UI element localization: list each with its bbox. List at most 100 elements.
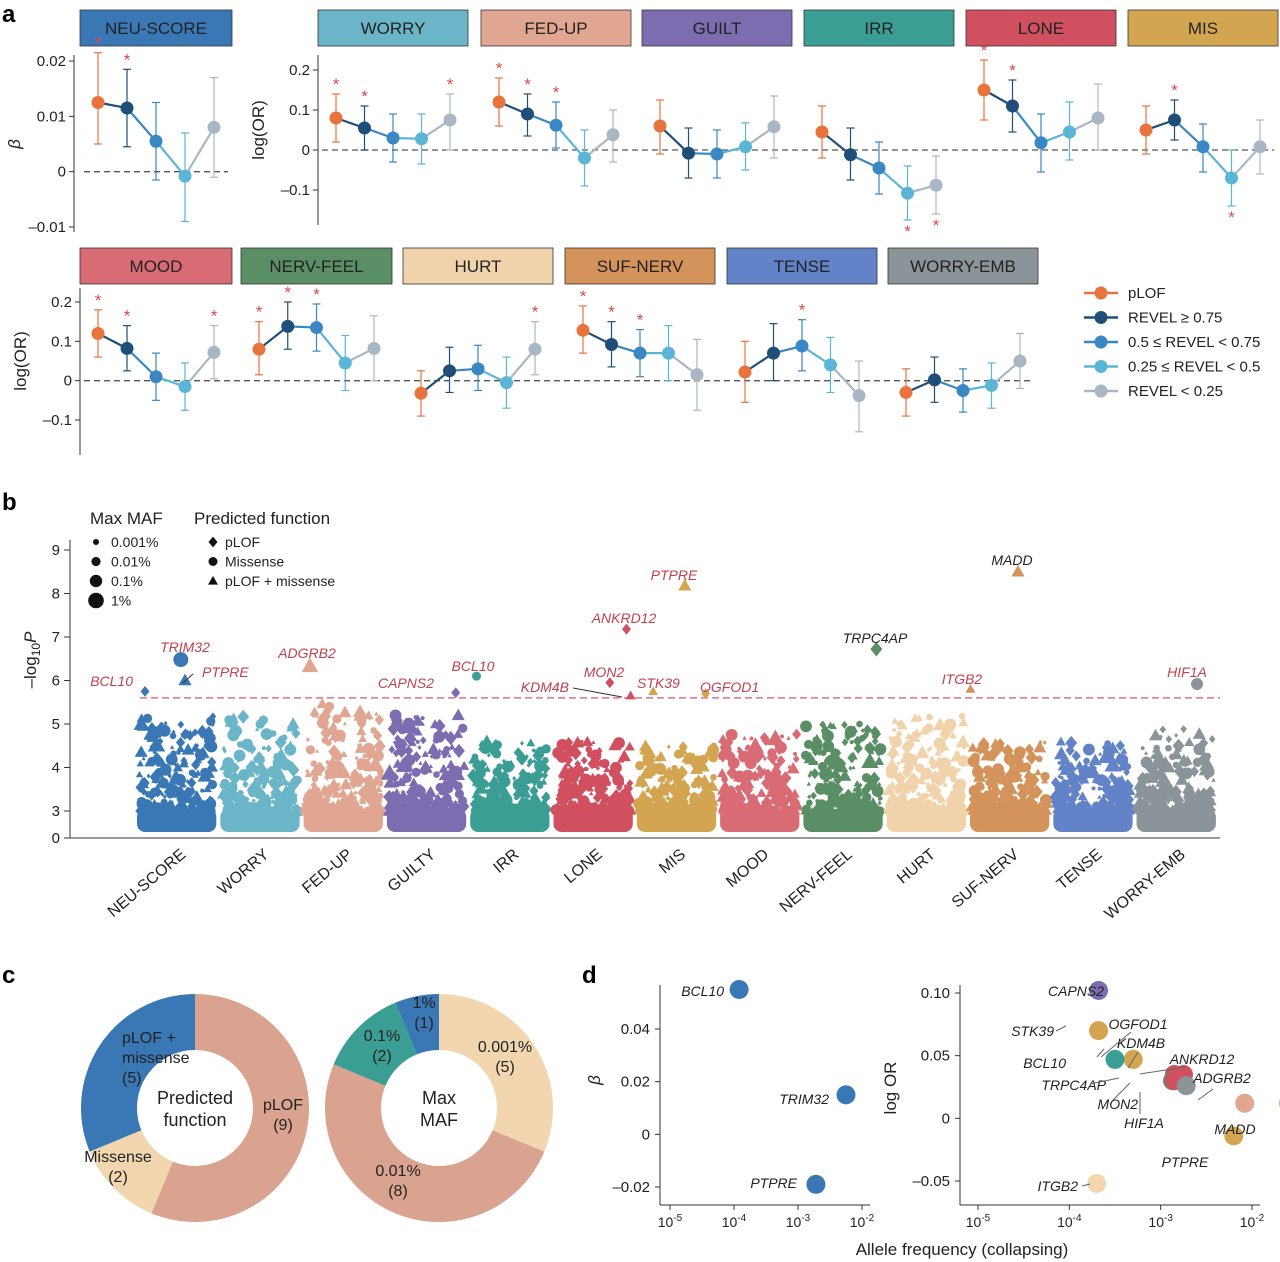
- manhattan-point: [894, 765, 899, 770]
- manhattan-point: [794, 807, 799, 813]
- manhattan-point: [579, 805, 584, 810]
- manhattan-point: [160, 792, 165, 797]
- trait-label-box: [726, 247, 878, 285]
- manhattan-point: [391, 790, 396, 796]
- data-point: [844, 148, 857, 162]
- significance-star: *: [124, 307, 131, 326]
- manhattan-point: [595, 797, 610, 811]
- manhattan-point: [498, 772, 506, 779]
- legend-marker: [93, 539, 99, 545]
- y-tick-label: –0.05: [912, 1173, 950, 1190]
- manhattan-point: [1004, 778, 1015, 788]
- manhattan-point: [331, 765, 338, 773]
- manhattan-point: [946, 795, 959, 808]
- manhattan-point: [1035, 799, 1050, 813]
- hit-marker: [678, 578, 692, 591]
- manhattan-point: [323, 807, 328, 813]
- manhattan-point: [1057, 760, 1062, 766]
- x-tick-label: GUILTY: [385, 846, 440, 896]
- manhattan-point: [138, 803, 148, 813]
- manhattan-point: [1036, 755, 1043, 763]
- hit-marker: [605, 677, 615, 689]
- manhattan-point: [228, 781, 238, 791]
- manhattan-point: [191, 791, 201, 800]
- legend-marker: [1094, 360, 1108, 373]
- manhattan-point: [789, 798, 800, 809]
- manhattan-point: [1103, 807, 1110, 815]
- manhattan-point: [532, 758, 537, 764]
- hit-label: MON2: [584, 664, 625, 680]
- manhattan-point: [267, 807, 272, 812]
- manhattan-point: [244, 764, 253, 772]
- scatter-point: [1089, 980, 1109, 1000]
- manhattan-point: [159, 763, 172, 776]
- data-point: [899, 385, 913, 399]
- manhattan-point: [152, 749, 157, 755]
- manhattan-point: [985, 788, 1001, 802]
- manhattan-point: [261, 746, 266, 751]
- y-tick-label: 0.2: [51, 294, 72, 311]
- manhattan-point: [322, 705, 332, 717]
- trait-group: NERV-FEEL * * *: [240, 247, 393, 392]
- manhattan-point: [826, 756, 841, 770]
- manhattan-point: [934, 756, 946, 771]
- manhattan-point: [650, 763, 661, 773]
- manhattan-point: [971, 796, 981, 805]
- trait-label: WORRY: [361, 19, 426, 38]
- manhattan-point: [682, 797, 690, 806]
- manhattan-point: [1161, 782, 1174, 795]
- trait-group: WORRY-EMB: [887, 247, 1039, 417]
- manhattan-point: [471, 789, 482, 799]
- data-point: [710, 147, 724, 161]
- donut-center-label: Predicted: [157, 1088, 233, 1108]
- point-label: CAPNS2: [1048, 983, 1104, 999]
- manhattan-point: [1204, 772, 1211, 781]
- point-label: TRPC4AP: [1041, 1077, 1106, 1093]
- donut-slice: [89, 1130, 173, 1214]
- manhattan-point: [257, 772, 270, 785]
- manhattan-point: [679, 747, 684, 752]
- manhattan-point: [427, 797, 433, 802]
- manhattan-point: [728, 732, 733, 737]
- manhattan-point: [808, 799, 813, 805]
- manhattan-point: [689, 792, 699, 802]
- manhattan-point: [162, 807, 170, 815]
- data-point: [956, 384, 970, 397]
- manhattan-point: [518, 768, 528, 780]
- hit-label: ADGRB2: [277, 645, 336, 661]
- manhattan-point: [952, 784, 965, 797]
- manhattan-point: [329, 721, 338, 728]
- data-point: [178, 169, 192, 183]
- manhattan-point: [366, 773, 373, 782]
- manhattan-point: [892, 784, 897, 790]
- manhattan-point: [459, 760, 470, 770]
- manhattan-point: [572, 807, 577, 812]
- manhattan-point: [1192, 757, 1202, 767]
- data-point: [738, 365, 752, 379]
- point-label: MADD: [1214, 1121, 1255, 1137]
- trait-label-box: [965, 9, 1117, 47]
- manhattan-point: [1079, 774, 1090, 784]
- manhattan-point: [528, 806, 535, 815]
- trait-label: LONE: [1018, 19, 1064, 38]
- manhattan-point: [710, 742, 717, 750]
- manhattan-group: IRR: [467, 734, 552, 877]
- manhattan-point: [930, 776, 938, 784]
- manhattan-point: [236, 803, 249, 819]
- manhattan-point: [1062, 807, 1071, 814]
- point-label: PTPRE: [1162, 1154, 1209, 1170]
- manhattan-point: [270, 791, 278, 799]
- manhattan-point: [916, 793, 927, 805]
- manhattan-point: [1159, 725, 1167, 734]
- manhattan-point: [885, 802, 897, 813]
- manhattan-point: [744, 757, 757, 770]
- manhattan-point: [149, 769, 162, 785]
- manhattan-point: [541, 771, 549, 780]
- manhattan-point: [160, 798, 165, 803]
- manhattan-point: [767, 781, 781, 793]
- y-tick-label: 9: [52, 542, 60, 559]
- manhattan-point: [269, 795, 274, 800]
- manhattan-point: [483, 806, 493, 814]
- manhattan-point: [617, 749, 631, 762]
- manhattan-point: [610, 761, 622, 774]
